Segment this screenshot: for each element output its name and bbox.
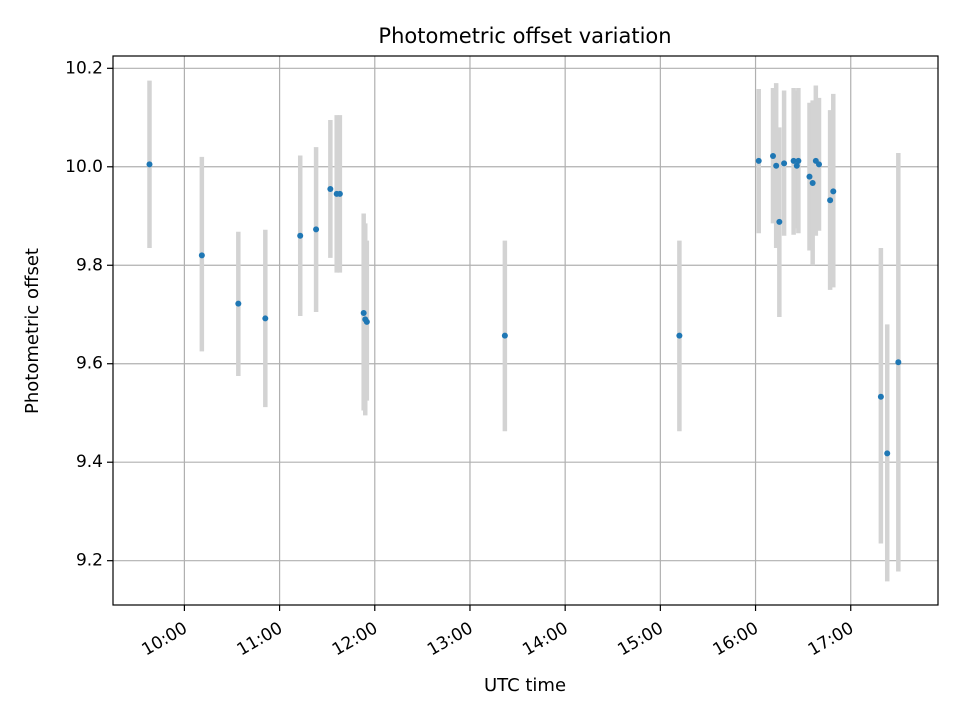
data-point [781, 160, 788, 167]
y-tick-label: 9.2 [76, 551, 103, 571]
data-points [146, 152, 902, 457]
data-point [755, 157, 762, 164]
y-tick-label: 9.8 [76, 255, 103, 275]
data-point [336, 190, 343, 197]
data-point [676, 332, 683, 339]
data-point [146, 161, 153, 168]
data-point [827, 197, 834, 204]
y-axis-title: Photometric offset [22, 248, 43, 414]
data-point [830, 188, 837, 195]
data-point [884, 450, 891, 457]
data-point [809, 180, 816, 187]
chart-title: Photometric offset variation [378, 24, 671, 48]
data-point [816, 161, 823, 168]
y-tick-label: 10.2 [65, 58, 103, 78]
data-point [360, 310, 367, 317]
data-point [313, 226, 320, 233]
data-point [790, 157, 797, 164]
data-point [327, 185, 334, 192]
data-point [806, 173, 813, 180]
data-point [262, 315, 269, 322]
grid [113, 56, 938, 605]
data-point [770, 152, 776, 159]
y-tick-label: 10.0 [65, 157, 103, 177]
plot-frame [112, 55, 939, 606]
x-axis-title: UTC time [484, 675, 566, 696]
data-point [198, 252, 205, 259]
data-point [795, 157, 802, 164]
y-axis: 9.2 9.4 9.6 9.8 10.0 10.2 [65, 58, 113, 571]
data-point [235, 300, 242, 307]
data-point [773, 162, 780, 169]
data-point [776, 218, 783, 225]
y-tick-label: 9.6 [76, 354, 103, 374]
data-point [793, 162, 800, 169]
data-point [297, 232, 304, 239]
data-point [501, 332, 508, 339]
data-point [877, 393, 884, 400]
y-tick-label: 9.4 [76, 452, 103, 472]
data-point [895, 359, 902, 366]
data-point [363, 318, 370, 325]
